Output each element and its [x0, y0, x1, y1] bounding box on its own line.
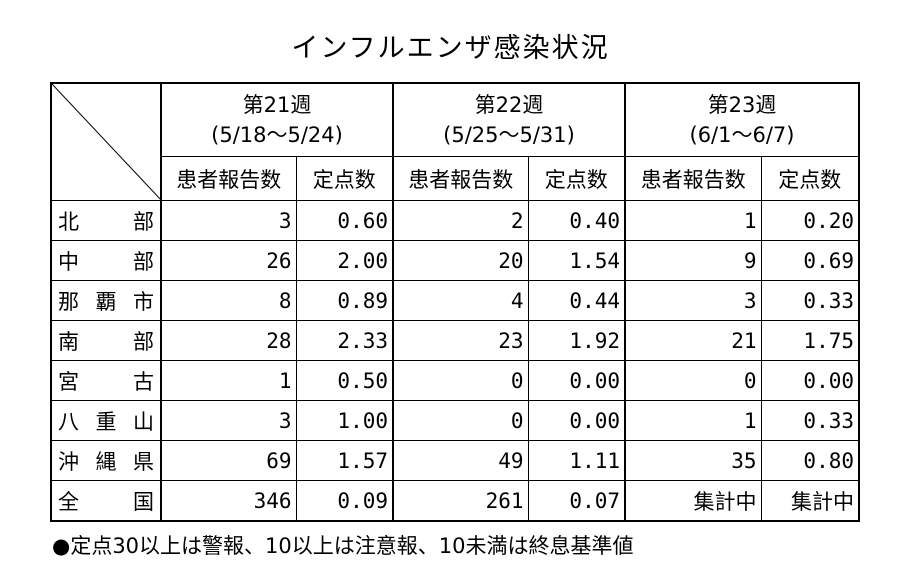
cell: 0.00: [527, 360, 626, 401]
header-row: 第21週 (5/18〜5/24) 第22週 (5/25〜5/31) 第23週 (6/1〜6…: [50, 82, 860, 201]
title: インフルエンザ感染状況: [291, 33, 610, 64]
corner-cell: [50, 82, 162, 201]
cell: 49: [392, 440, 529, 481]
cell: 1.00: [295, 400, 394, 441]
cell: 0.69: [760, 240, 860, 281]
diagonal: [52, 84, 162, 201]
cell: 1: [624, 400, 762, 441]
cell: 1.92: [527, 320, 626, 361]
data-row: 八重山 3 1.00 0 0.00 1 0.33: [50, 400, 860, 441]
cell: 2.33: [295, 320, 394, 361]
cell: 8: [160, 280, 297, 321]
cell: 1.11: [527, 440, 626, 481]
cell: 1.75: [760, 320, 860, 361]
week-range: (5/18〜5/24): [211, 123, 343, 147]
cell: 0.20: [760, 200, 860, 241]
data-row: 宮古 1 0.50 0 0.00 0 0.00: [50, 360, 860, 401]
cell: 9: [624, 240, 762, 281]
subheader: 患者報告数: [624, 156, 762, 201]
subheader: 患者報告数: [160, 156, 297, 201]
cell: 2: [392, 200, 529, 241]
cell: 0: [624, 360, 762, 401]
cell: 集計中: [760, 480, 860, 522]
region: 全国: [50, 480, 162, 522]
subheader-row: 患者報告数 定点数 患者報告数 定点数 患者報告数 定点数: [51, 156, 860, 201]
cell: 0.00: [760, 360, 860, 401]
region: 沖縄県: [50, 440, 162, 481]
cell: 3: [624, 280, 762, 321]
week-range: (5/25〜5/31): [443, 123, 575, 147]
region: 北部: [50, 200, 162, 241]
week-header: 第23週 (6/1〜6/7): [624, 82, 860, 157]
flu-table: 第21週 (5/18〜5/24) 第22週 (5/25〜5/31) 第23週 (6/1〜6…: [50, 82, 860, 522]
week-range: (6/1〜6/7): [689, 123, 795, 147]
cell: 0.07: [527, 480, 626, 522]
cell: 69: [160, 440, 297, 481]
cell: 0.00: [527, 400, 626, 441]
data-row: 北部 3 0.60 2 0.40 1 0.20: [50, 200, 860, 241]
cell: 0.60: [295, 200, 394, 241]
data-row: 全国 346 0.09 261 0.07 集計中 集計中: [50, 480, 860, 522]
week-header: 第21週 (5/18〜5/24): [160, 82, 394, 157]
region: 中部: [50, 240, 162, 281]
cell: 261: [392, 480, 529, 522]
cell: 35: [624, 440, 762, 481]
cell: 1: [160, 360, 297, 401]
cell: 0.09: [295, 480, 394, 522]
cell: 23: [392, 320, 529, 361]
cell: 0.44: [527, 280, 626, 321]
table-body: 第21週 (5/18〜5/24) 第22週 (5/25〜5/31) 第23週 (6/1〜6…: [50, 82, 860, 522]
cell: 21: [624, 320, 762, 361]
note: ●定点30以上は警報、10以上は注意報、10未満は終息基準値: [52, 534, 634, 558]
cell: 0.80: [760, 440, 860, 481]
cell: 0: [392, 400, 529, 441]
region: 宮古: [50, 360, 162, 401]
week-label: 第22週: [474, 93, 544, 117]
cell: 26: [160, 240, 297, 281]
cell: 4: [392, 280, 529, 321]
data-row: 沖縄県 69 1.57 49 1.11 35 0.80: [50, 440, 860, 481]
cell: 0.33: [760, 400, 860, 441]
cell: 1: [624, 200, 762, 241]
week-label: 第21週: [242, 93, 312, 117]
cell: 0: [392, 360, 529, 401]
cell: 0.33: [760, 280, 860, 321]
cell: 1.57: [295, 440, 394, 481]
cell: 集計中: [624, 480, 762, 522]
cell: 1.54: [527, 240, 626, 281]
subheader: 定点数: [527, 156, 626, 201]
week-label: 第23週: [707, 93, 777, 117]
subheader: 患者報告数: [392, 156, 529, 201]
cell: 346: [160, 480, 297, 522]
cell: 20: [392, 240, 529, 281]
data-row: 那覇市 8 0.89 4 0.44 3 0.33: [50, 280, 860, 321]
week-header: 第22週 (5/25〜5/31): [392, 82, 626, 157]
data-row: 南部 28 2.33 23 1.92 21 1.75: [50, 320, 860, 361]
cell: 28: [160, 320, 297, 361]
cell: 0.50: [295, 360, 394, 401]
subheader: 定点数: [295, 156, 394, 201]
region: 南部: [50, 320, 162, 361]
data-row: 中部 26 2.00 20 1.54 9 0.69: [50, 240, 860, 281]
cell: 0.40: [527, 200, 626, 241]
region: 那覇市: [50, 280, 162, 321]
subheader: 定点数: [760, 156, 860, 201]
cell: 3: [160, 400, 297, 441]
region: 八重山: [50, 400, 162, 441]
cell: 2.00: [295, 240, 394, 281]
cell: 3: [160, 200, 297, 241]
cell: 0.89: [295, 280, 394, 321]
